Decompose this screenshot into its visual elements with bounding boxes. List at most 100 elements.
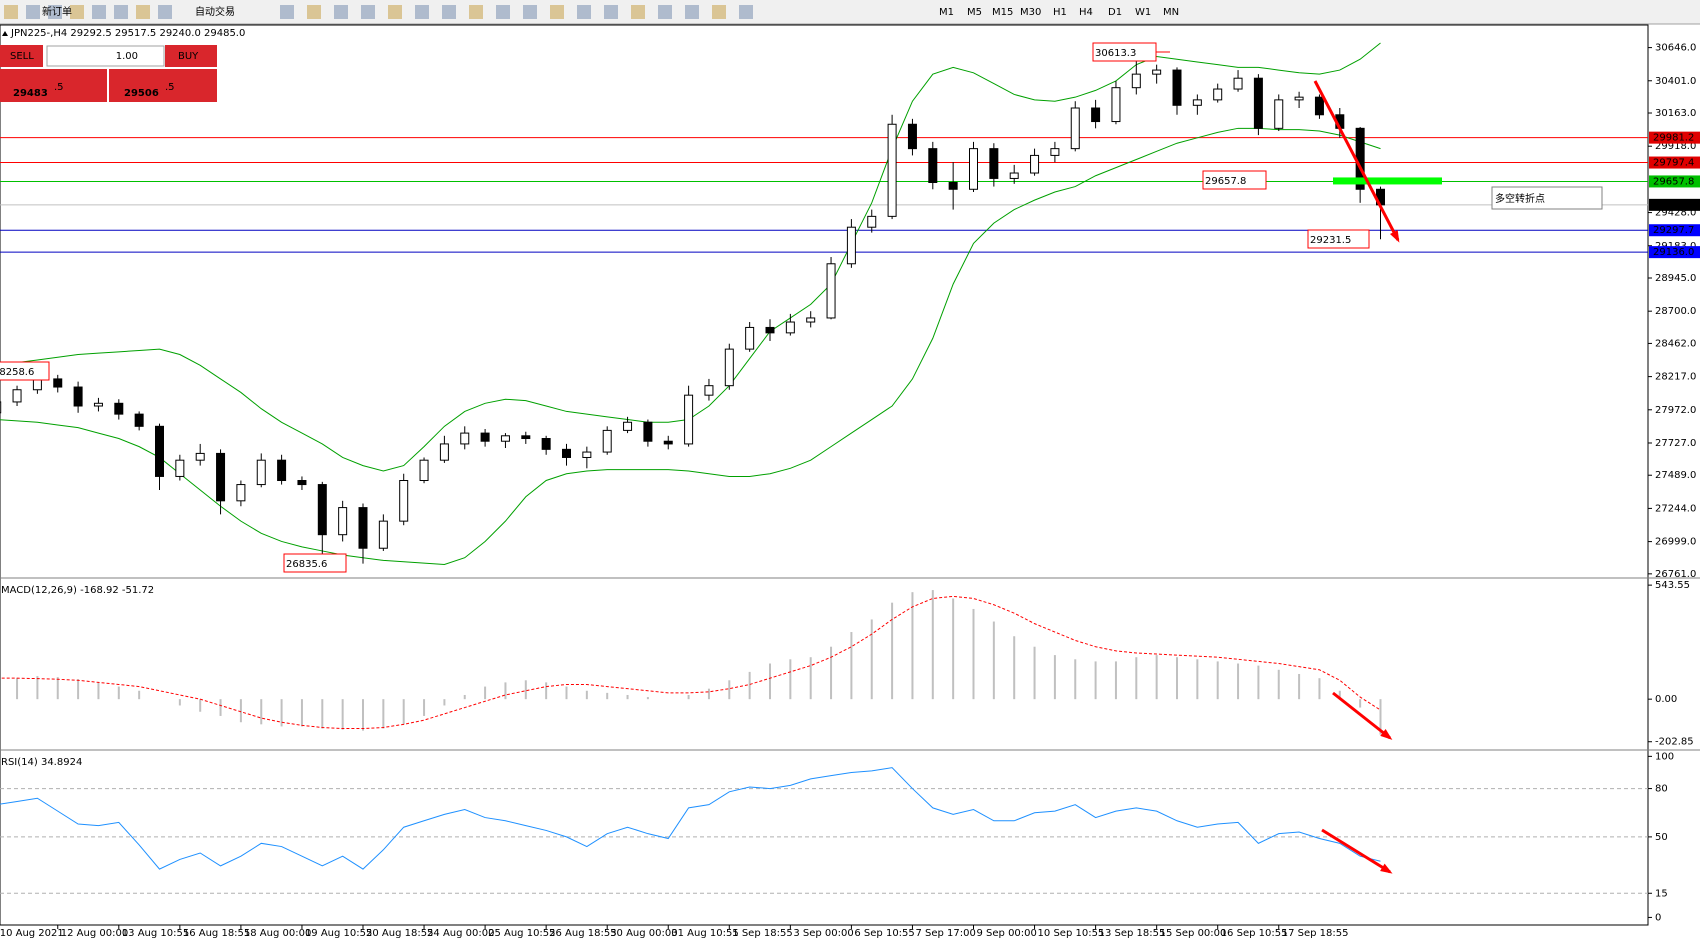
x-tick-label: 10 Aug 2021 — [0, 928, 64, 939]
candle-body — [765, 326, 775, 334]
toolbar-icon[interactable] — [577, 5, 591, 19]
toolbar-icon[interactable] — [388, 5, 402, 19]
timeframe-button[interactable]: W1 — [1135, 7, 1151, 18]
timeframe-button[interactable]: M30 — [1020, 7, 1041, 18]
candle-body — [969, 148, 978, 190]
timeframe-button[interactable]: MN — [1163, 7, 1179, 18]
candle-body — [175, 459, 185, 477]
lots-input[interactable] — [46, 45, 165, 67]
y-tick-label: 30163.0 — [1655, 108, 1696, 119]
candle-body — [704, 385, 714, 396]
toolbar-icon[interactable] — [92, 5, 106, 19]
macd-bar — [77, 679, 80, 700]
macd-bar — [1176, 657, 1178, 700]
toolbar-icon[interactable] — [361, 5, 375, 19]
toolbar-icon[interactable] — [496, 5, 510, 19]
toolbar-icon[interactable] — [712, 5, 726, 19]
toolbar-icon[interactable] — [114, 5, 128, 19]
price-level-label: 29797.4 — [1653, 158, 1694, 169]
macd-bar — [1298, 673, 1301, 700]
candle-body — [439, 443, 449, 461]
toolbar-icon[interactable] — [280, 5, 294, 19]
annotation: 多空转折点 — [1495, 192, 1545, 205]
toolbar-icon[interactable] — [415, 5, 429, 19]
candle-body — [155, 425, 164, 477]
macd-bar — [117, 686, 120, 700]
macd-bar — [402, 699, 405, 725]
sell-price[interactable]: 29483 — [13, 88, 48, 99]
buy-button[interactable] — [165, 45, 217, 67]
y-tick-label: 26761.0 — [1655, 569, 1696, 580]
macd-bar — [239, 699, 242, 723]
x-tick-label: 15 Sep 00:00 — [1160, 928, 1227, 939]
x-tick-label: 19 Aug 10:55 — [305, 928, 372, 939]
new-order-button[interactable]: 新订单 — [42, 5, 72, 18]
y-tick-label: 27489.0 — [1655, 470, 1696, 481]
x-tick-label: 26 Aug 18:55 — [549, 928, 616, 939]
candle-body — [378, 520, 388, 549]
toolbar-icon[interactable] — [658, 5, 672, 19]
toolbar-icon[interactable] — [70, 5, 84, 19]
x-tick-label: 7 Sep 17:00 — [915, 928, 975, 939]
timeframe-button[interactable]: H1 — [1053, 7, 1067, 18]
timeframe-button[interactable]: M5 — [967, 7, 982, 18]
candle-body — [1294, 96, 1304, 101]
price-label: 28258.6 — [0, 367, 34, 378]
price-label: 29657.8 — [1205, 176, 1246, 187]
toolbar-icon[interactable] — [442, 5, 456, 19]
toolbar-icon[interactable] — [307, 5, 321, 19]
macd-bar — [219, 699, 222, 716]
price-level-label: 29657.8 — [1653, 176, 1694, 187]
toolbar-icon[interactable] — [26, 5, 40, 19]
toolbar-icon[interactable] — [469, 5, 483, 19]
timeframe-button[interactable]: D1 — [1108, 7, 1122, 18]
macd-bar — [1237, 663, 1240, 700]
toolbar-icon[interactable] — [631, 5, 645, 19]
price-label: 26835.6 — [286, 559, 327, 570]
y-tick-label: 27727.0 — [1655, 438, 1696, 449]
candle-body — [500, 435, 510, 442]
toolbar-icon[interactable] — [4, 5, 18, 19]
y-tick-label: 28217.0 — [1655, 372, 1696, 383]
toolbar-icon[interactable] — [334, 5, 348, 19]
toolbar-icon[interactable] — [158, 5, 172, 19]
candle-body — [114, 402, 124, 415]
candle-body — [806, 317, 816, 323]
buy-label[interactable]: BUY — [178, 51, 199, 62]
buy-price[interactable]: 29506 — [124, 88, 159, 99]
toolbar-icon[interactable] — [136, 5, 150, 19]
candle-body — [724, 348, 734, 387]
timeframe-button[interactable]: M1 — [939, 7, 954, 18]
candle-body — [907, 123, 917, 150]
candle-body — [582, 451, 592, 458]
toolbar-icon[interactable] — [739, 5, 753, 19]
auto-trade-button[interactable]: 自动交易 — [195, 5, 235, 18]
sell-button[interactable] — [0, 45, 43, 67]
y-tick-label: 50 — [1655, 832, 1668, 843]
price-label-box — [0, 361, 50, 381]
lots-value[interactable]: 1.00 — [116, 51, 138, 62]
y-tick-label: 30401.0 — [1655, 76, 1696, 87]
sell-fraction[interactable]: .5 — [54, 82, 64, 93]
timeframe-button[interactable]: M15 — [992, 7, 1013, 18]
price-level-label: 29981.2 — [1653, 133, 1694, 144]
toolbar-icon[interactable] — [48, 5, 62, 19]
buy-price-box[interactable] — [109, 69, 217, 102]
candle-body — [399, 480, 409, 522]
toolbar-icon[interactable] — [604, 5, 618, 19]
macd-bar — [789, 659, 792, 700]
candle-body — [358, 507, 368, 549]
macd-bar — [1135, 657, 1138, 700]
toolbar-icon[interactable] — [550, 5, 564, 19]
buy-fraction[interactable]: .5 — [165, 82, 175, 93]
macd-bar — [1013, 636, 1016, 700]
timeframe-button[interactable]: H4 — [1079, 7, 1093, 18]
toolbar-icon[interactable] — [523, 5, 537, 19]
sell-label[interactable]: SELL — [10, 51, 34, 62]
macd-bar — [321, 699, 324, 729]
macd-bar — [748, 671, 751, 700]
toolbar-icon[interactable] — [685, 5, 699, 19]
macd-bar — [36, 676, 39, 700]
sell-price-box[interactable] — [0, 69, 107, 102]
x-tick-label: 18 Aug 00:00 — [244, 928, 311, 939]
